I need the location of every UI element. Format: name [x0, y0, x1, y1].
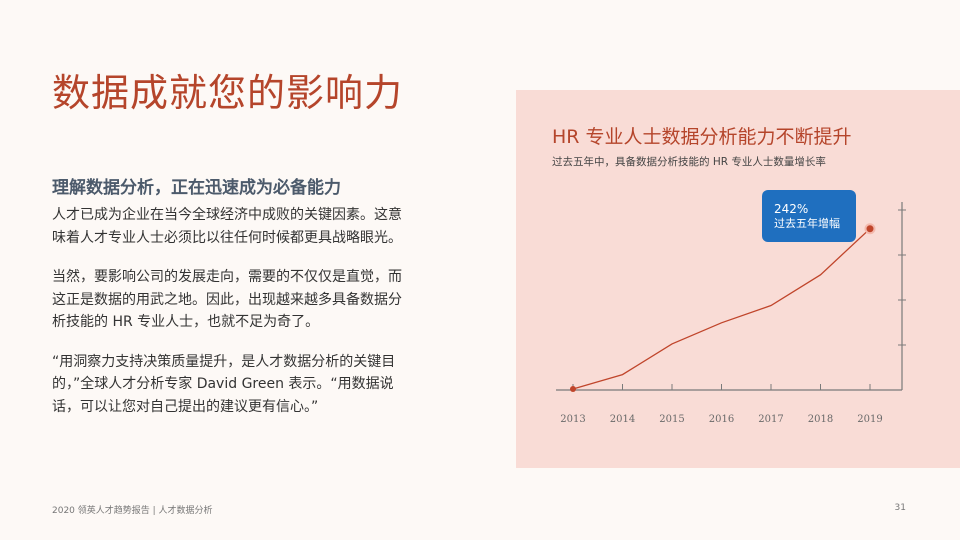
- x-tick-label-2019: 2019: [857, 414, 882, 425]
- x-tick-label-2017: 2017: [758, 414, 783, 425]
- callout-label: 过去五年增幅: [774, 217, 840, 230]
- series-line: [572, 228, 871, 390]
- paragraph-2: 当然，要影响公司的发展走向，需要的不仅仅是直觉，而这正是数据的用武之地。因此，出…: [52, 269, 402, 330]
- chart-title: HR 专业人士数据分析能力不断提升: [552, 126, 852, 148]
- callout-value: 242%: [774, 202, 809, 216]
- x-tick-label-2013: 2013: [560, 414, 585, 425]
- data-point-2013: [570, 386, 576, 393]
- x-tick-label-2015: 2015: [659, 414, 684, 425]
- section-subheading: 理解数据分析，正在迅速成为必备能力: [52, 178, 341, 198]
- body-text: 理解数据分析，正在迅速成为必备能力 人才已成为企业在当今全球经济中成败的关键因素…: [52, 176, 412, 435]
- page-title: 数据成就您的影响力: [52, 71, 404, 115]
- paragraph-3: “用洞察力支持决策质量提升，是人才数据分析的关键目的，”全球人才分析专家 Dav…: [52, 353, 396, 415]
- line-chart: 2013 2014 2015 2016 2017 2018 2019: [556, 202, 906, 425]
- growth-callout: 242% 过去五年增幅: [762, 190, 856, 242]
- x-tick-label-2014: 2014: [610, 414, 635, 425]
- chart-subtitle: 过去五年中，具备数据分析技能的 HR 专业人士数量增长率: [552, 156, 826, 168]
- x-tick-label-2016: 2016: [709, 414, 734, 425]
- data-point-2019: [864, 223, 876, 235]
- page-number: 31: [894, 503, 906, 513]
- footer-report-title: 2020 领英人才趋势报告 | 人才数据分析: [52, 506, 213, 516]
- chart-panel: HR 专业人士数据分析能力不断提升 过去五年中，具备数据分析技能的 HR 专业人…: [516, 90, 960, 468]
- x-tick-label-2018: 2018: [808, 414, 833, 425]
- paragraph-1: 人才已成为企业在当今全球经济中成败的关键因素。这意味着人才专业人士必须比以往任何…: [52, 207, 402, 246]
